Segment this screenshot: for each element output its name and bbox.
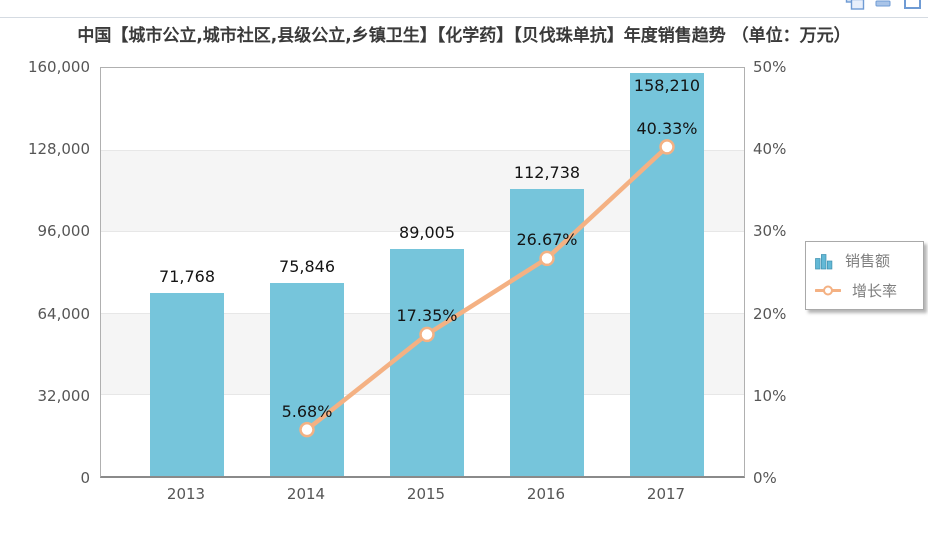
growth-line — [299, 139, 675, 438]
window-controls — [845, 0, 923, 12]
bar-value-2017: 158,210 — [633, 76, 701, 95]
growth-marker-2016[interactable] — [539, 250, 555, 267]
bar-value-2015: 89,005 — [399, 223, 455, 243]
y-axis-left-tick: 64,000 — [37, 304, 91, 323]
legend-label-sales: 销售额 — [845, 252, 891, 270]
y-axis-right: 50% 40% 30% 20% 10% 0% — [753, 58, 823, 487]
x-axis-tick-2015: 2015 — [406, 485, 446, 503]
growth-value-2017: 40.33% — [636, 118, 698, 138]
growth-line-path — [304, 144, 670, 432]
y-axis-left-tick: 160,000 — [27, 58, 90, 76]
bar-2013[interactable] — [150, 292, 224, 476]
x-axis-tick-2016: 2016 — [526, 485, 566, 503]
y-axis-left-tick: 32,000 — [37, 386, 91, 405]
y-axis-left-tick: 96,000 — [37, 222, 91, 241]
y-axis-right-tick: 0% — [753, 469, 777, 487]
bar-2014[interactable] — [270, 282, 344, 476]
minimize-icon[interactable] — [874, 0, 894, 12]
chart-title: 中国【城市公立,城市社区,县级公立,乡镇卫生】【化学药】【贝伐珠单抗】年度销售趋… — [77, 26, 851, 46]
bar-value-2014: 75,846 — [279, 256, 335, 276]
y-axis-left-tick: 0 — [80, 469, 90, 487]
bar-value-2016: 112,738 — [513, 162, 581, 182]
growth-value-2014: 5.68% — [281, 401, 333, 421]
y-axis-left-tick: 128,000 — [27, 140, 90, 159]
legend-item-growth[interactable]: 增长率 — [815, 280, 914, 301]
growth-marker-2014[interactable] — [299, 421, 315, 438]
x-axis-tick-2017: 2017 — [646, 485, 686, 503]
y-axis-left: 160,000 128,000 96,000 64,000 32,000 0 — [0, 58, 91, 487]
plot-area: 71,768 75,846 89,005 112,738 158,210 5.68% 17.… — [100, 67, 745, 478]
legend-label-growth: 增长率 — [852, 282, 898, 300]
y-axis-right-tick: 20% — [753, 304, 787, 323]
maximize-icon[interactable] — [903, 0, 923, 12]
line-series-icon — [815, 285, 841, 296]
growth-value-2016: 26.67% — [516, 230, 578, 250]
gridline — [101, 149, 744, 151]
y-axis-right-tick: 40% — [753, 140, 787, 159]
bar-2015[interactable] — [390, 249, 464, 476]
toolbar-divider — [0, 17, 928, 18]
x-axis: 2013 2014 2015 2016 2017 — [100, 485, 745, 507]
x-axis-tick-2013: 2013 — [166, 485, 206, 503]
cascade-windows-icon[interactable] — [845, 0, 865, 12]
legend: 销售额 增长率 — [805, 241, 924, 310]
x-axis-tick-2014: 2014 — [286, 485, 326, 503]
y-axis-right-tick: 30% — [753, 222, 787, 241]
legend-item-sales[interactable]: 销售额 — [815, 250, 914, 271]
gridline — [101, 231, 744, 233]
growth-value-2015: 17.35% — [396, 306, 458, 326]
growth-marker-2015[interactable] — [419, 326, 435, 343]
y-axis-right-tick: 50% — [753, 58, 787, 76]
bar-series-icon — [815, 253, 833, 269]
bar-value-2013: 71,768 — [159, 266, 215, 286]
growth-marker-2017[interactable] — [659, 139, 675, 155]
y-axis-right-tick: 10% — [753, 386, 787, 405]
